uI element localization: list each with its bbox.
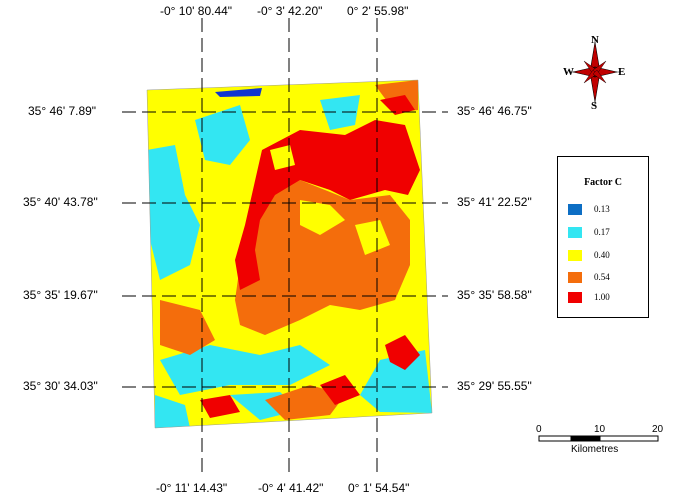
legend-value: 0.13 [594,204,610,214]
legend: Factor C 0.13 0.17 0.40 0.54 1.00 [557,156,649,318]
compass-west-label: W [563,66,574,78]
legend-value: 0.17 [594,227,610,237]
latitude-label-right-3: 35° 35' 58.58" [457,288,532,302]
latitude-label-left-4: 35° 30' 34.03" [23,379,98,393]
legend-swatch [568,292,582,303]
legend-value: 0.40 [594,250,610,260]
compass-rose [569,38,621,106]
legend-swatch [568,204,582,215]
latitude-label-right-4: 35° 29' 55.55" [457,379,532,393]
legend-swatch [568,272,582,283]
scale-unit-label: Kilometres [571,444,619,455]
scale-tick-0: 0 [536,424,542,435]
legend-title: Factor C [584,177,622,188]
compass-south-label: S [591,100,598,112]
scale-tick-20: 20 [652,424,664,435]
longitude-label-bottom-1: -0° 11' 14.43" [156,481,228,495]
latitude-label-left-1: 35° 46' 7.89" [28,104,97,118]
compass-east-label: E [618,66,626,78]
longitude-label-top-2: -0° 3' 42.20" [257,4,323,18]
latitude-label-left-2: 35° 40' 43.78" [23,195,98,209]
scale-tick-10: 10 [594,424,606,435]
legend-value: 0.54 [594,272,610,282]
latitude-label-right-2: 35° 41' 22.52" [457,195,532,209]
longitude-label-top-3: 0° 2' 55.98" [347,4,409,18]
legend-value: 1.00 [594,292,610,302]
latitude-label-right-1: 35° 46' 46.75" [457,104,532,118]
compass-north-label: N [591,34,599,46]
longitude-label-top-1: -0° 10' 80.44" [160,4,233,18]
legend-swatch [568,250,582,261]
scale-bar [538,435,659,442]
factor-c-raster [147,80,432,428]
legend-swatch [568,227,582,238]
latitude-label-left-3: 35° 35' 19.67" [23,288,98,302]
longitude-label-bottom-2: -0° 4' 41.42" [258,481,324,495]
longitude-label-bottom-3: 0° 1' 54.54" [348,481,410,495]
graticule [122,18,448,478]
